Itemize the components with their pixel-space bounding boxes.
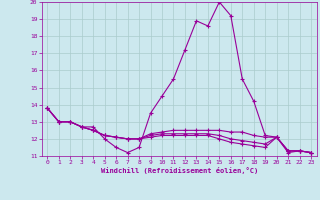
X-axis label: Windchill (Refroidissement éolien,°C): Windchill (Refroidissement éolien,°C): [100, 167, 258, 174]
